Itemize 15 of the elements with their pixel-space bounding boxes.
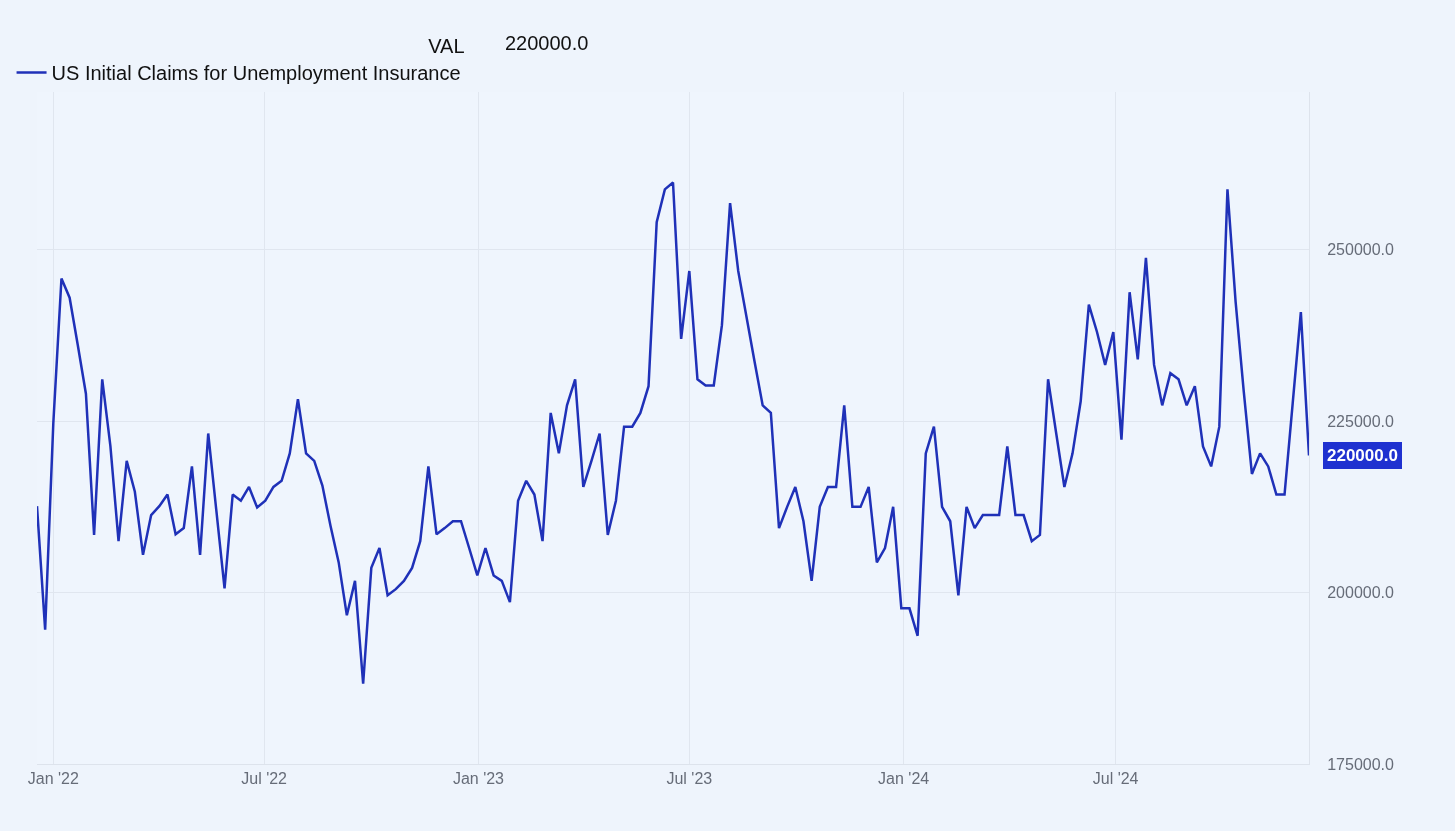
x-tick-label: Jan '23 [452, 770, 505, 788]
x-tick-label: Jul '22 [241, 770, 288, 788]
y-tick-label: 200000.0 [1327, 584, 1395, 602]
y-tick-label: 225000.0 [1327, 412, 1395, 430]
legend-label: US Initial Claims for Unemployment Insurance [51, 62, 461, 85]
y-tick-label: 175000.0 [1327, 755, 1395, 773]
x-tick-label: Jan '22 [27, 770, 79, 788]
y-tick-label: 250000.0 [1327, 241, 1395, 259]
annotation: 220000.0 [1327, 446, 1398, 465]
legend-title: VAL [428, 35, 465, 57]
line-series [37, 181, 1309, 686]
x-tick-label: Jul '23 [666, 770, 713, 788]
x-tick-label: Jan '24 [878, 770, 930, 788]
text: 220000.0 [505, 32, 589, 54]
x-tick-label: Jul '24 [1092, 770, 1139, 788]
